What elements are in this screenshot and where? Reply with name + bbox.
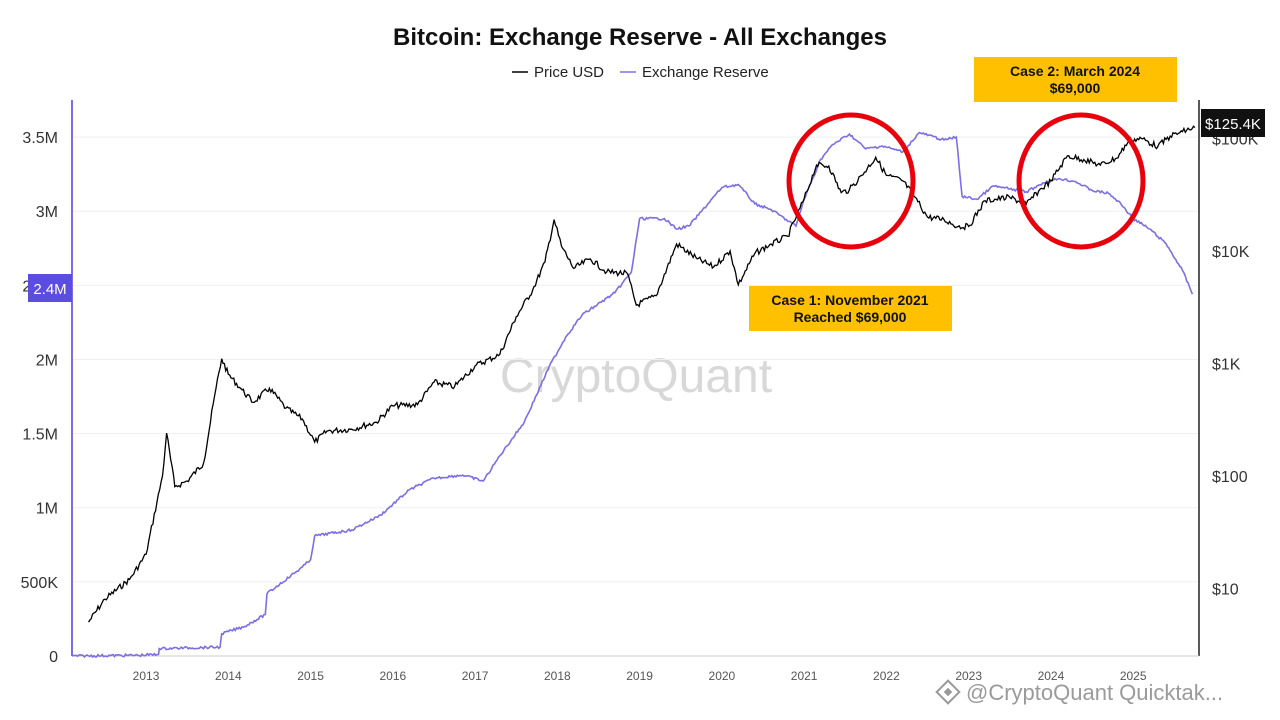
left-tick-label: 1.5M (22, 427, 58, 444)
x-tick-label: 2022 (873, 669, 900, 683)
left-tick-label: 0 (49, 649, 58, 666)
left-tick-label: 3.5M (22, 130, 58, 147)
x-tick-label: 2025 (1120, 669, 1147, 683)
price-badge-text: $125.4K (1205, 116, 1261, 133)
x-tick-label: 2017 (462, 669, 489, 683)
highlight-circle-case2 (1016, 112, 1146, 250)
legend: Price USD Exchange Reserve (512, 64, 769, 81)
annotation-case1-line2: Reached $69,000 (794, 309, 907, 325)
x-tick-label: 2014 (215, 669, 242, 683)
x-tick-label: 2013 (133, 669, 160, 683)
right-axis-ticks: $10$100$1K$10K$100K (1212, 132, 1259, 599)
x-tick-label: 2019 (626, 669, 653, 683)
legend-price-label: Price USD (534, 64, 604, 81)
right-tick-label: $1K (1212, 356, 1241, 373)
binance-logo-icon (935, 679, 961, 705)
credit-text: @CryptoQuant Quicktak... (966, 680, 1223, 705)
reserve-badge-bg (28, 274, 72, 302)
x-tick-label: 2020 (709, 669, 736, 683)
x-tick-label: 2018 (544, 669, 571, 683)
left-tick-label: 2M (36, 352, 58, 369)
reserve-badge-text: 2.4M (33, 281, 66, 298)
left-tick-label: 1M (36, 501, 58, 518)
legend-reserve-label: Exchange Reserve (642, 64, 769, 81)
watermark: CryptoQuant (500, 350, 772, 403)
highlight-circle-case1 (786, 112, 916, 250)
x-tick-label: 2015 (297, 669, 324, 683)
chart-title: Bitcoin: Exchange Reserve - All Exchange… (393, 24, 887, 51)
annotation-case2-box (974, 57, 1177, 102)
series-price-usd (87, 125, 1196, 623)
x-tick-label: 2024 (1038, 669, 1065, 683)
annotation-case2: Case 2: March 2024 $69,000 (974, 57, 1177, 102)
annotation-case1-box (749, 286, 952, 331)
right-tick-label: $100 (1212, 469, 1248, 486)
credit: @CryptoQuant Quicktak... (935, 679, 1223, 705)
x-tick-label: 2016 (379, 669, 406, 683)
x-axis-ticks: 2013 2014 2015 2016 2017 2018 2019 2020 2021 2022… (133, 669, 1147, 683)
left-tick-label: 3M (36, 204, 58, 221)
x-tick-label: 2023 (955, 669, 982, 683)
annotation-case2-line2: $69,000 (1050, 80, 1101, 96)
annotation-case1: Case 1: November 2021 Reached $69,000 (749, 286, 952, 331)
price-badge-bg (1201, 109, 1265, 137)
annotation-case2-line1: Case 2: March 2024 (1010, 63, 1140, 79)
right-tick-label: $10 (1212, 581, 1239, 598)
price-value-badge: $125.4K (1201, 109, 1265, 137)
right-tick-label: $10K (1212, 244, 1250, 261)
annotation-case1-line1: Case 1: November 2021 (771, 292, 928, 308)
left-tick-label: 500K (21, 575, 59, 592)
x-tick-label: 2021 (791, 669, 818, 683)
series-exchange-reserve (71, 131, 1194, 659)
reserve-value-badge: 2.4M (28, 274, 72, 302)
